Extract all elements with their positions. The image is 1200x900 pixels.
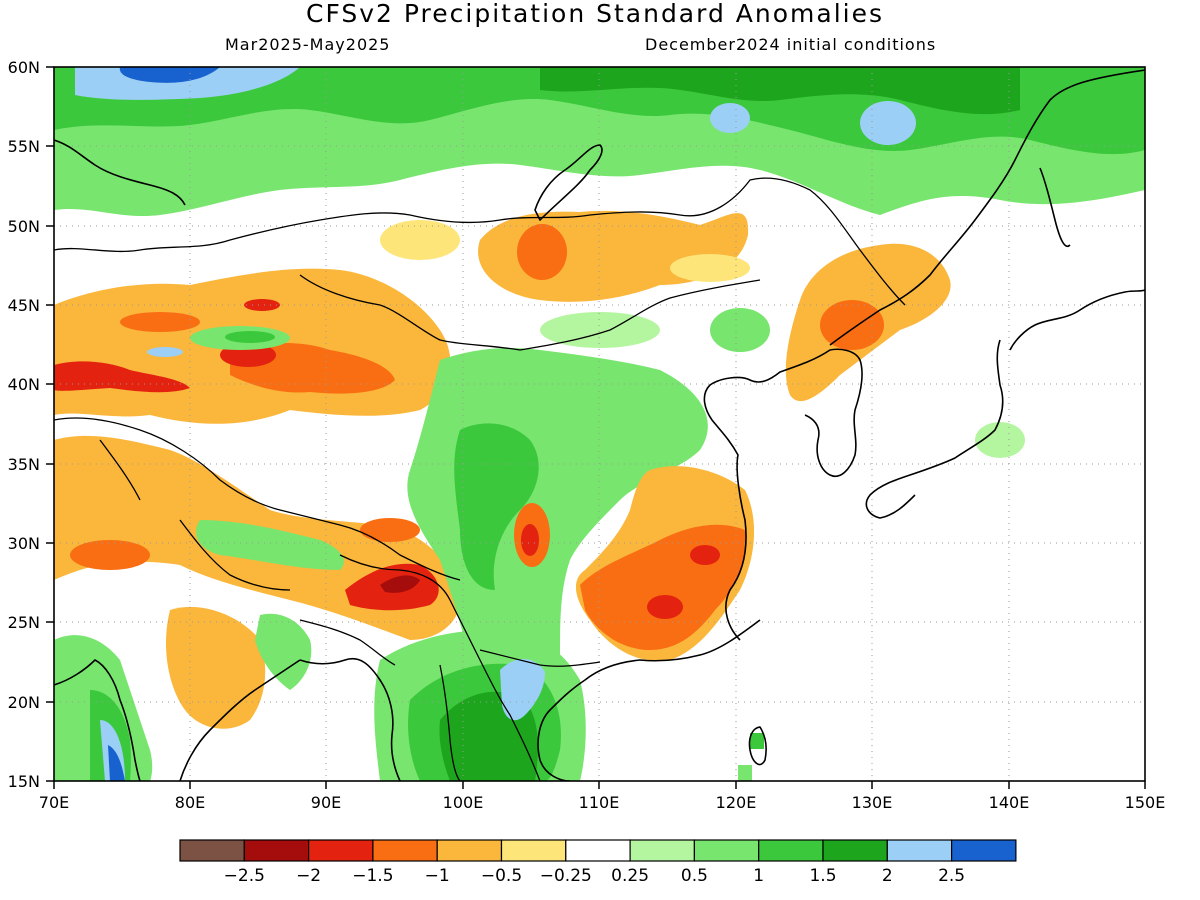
anomaly-kaz-red	[244, 299, 280, 311]
colorbar-label: 0.25	[611, 866, 649, 886]
colorbar-label: −0.5	[481, 866, 522, 886]
anomaly-field	[54, 67, 1145, 781]
colorbar-swatch	[308, 839, 374, 862]
anomaly-kaz-orange	[120, 312, 200, 332]
colorbar-swatch	[629, 839, 695, 862]
colorbar-label: 1	[753, 866, 764, 886]
x-tick-label: 150E	[1125, 793, 1166, 812]
axis-tick-marks	[46, 66, 1146, 789]
colorbar-swatch	[372, 839, 438, 862]
colorbar-swatch	[886, 839, 953, 862]
y-axis-labels: 60N 55N 50N 45N 40N 35N 30N 25N 20N 15N	[8, 58, 40, 791]
anomaly-north-darkest	[540, 67, 1020, 115]
colorbar-swatch	[950, 839, 1017, 862]
anomaly-green-north-china	[540, 312, 660, 348]
x-tick-label: 120E	[716, 793, 757, 812]
anomaly-mongolia-core	[517, 224, 567, 280]
anomaly-pale-north	[380, 220, 460, 260]
anomaly-ne-china-core	[820, 300, 884, 350]
colorbar-labels: −2.5 −2 −1.5 −1 −0.5 −0.25 0.25 0.5 1 1.5 2 2.5	[224, 866, 965, 886]
colorbar-label: −2.5	[224, 866, 265, 886]
anomaly-central-china-wet-core	[454, 423, 539, 590]
anomaly-india-green-b	[255, 613, 312, 690]
anomaly-laos-blue	[500, 658, 545, 721]
forecast-period: Mar2025-May2025	[225, 35, 391, 54]
anomaly-taiwan-green	[750, 733, 764, 749]
y-tick-label: 60N	[8, 58, 40, 77]
colorbar-swatch	[565, 839, 631, 862]
x-tick-label: 130E	[852, 793, 893, 812]
anomaly-kaz-green-core	[225, 331, 275, 343]
colorbar-label: 1.5	[809, 866, 836, 886]
y-tick-label: 30N	[8, 534, 40, 553]
anomaly-nw-dark-blue	[119, 67, 220, 83]
y-tick-label: 55N	[8, 137, 40, 156]
anomaly-tibet-green	[196, 520, 344, 570]
x-tick-label: 110E	[579, 793, 620, 812]
x-tick-label: 90E	[311, 793, 341, 812]
anomaly-tibet-orange-a	[70, 540, 150, 570]
anomaly-kaz-blue	[147, 347, 183, 357]
colorbar-label: 0.5	[681, 866, 708, 886]
colorbar-label: −1.5	[352, 866, 393, 886]
colorbar-swatch	[758, 839, 824, 862]
x-tick-label: 140E	[989, 793, 1030, 812]
colorbar-swatch	[243, 839, 310, 862]
y-tick-label: 15N	[8, 772, 40, 791]
y-tick-label: 45N	[8, 296, 40, 315]
anomaly-se-china-red-b	[690, 545, 720, 565]
colorbar-swatch	[693, 839, 760, 862]
colorbar-label: 2	[882, 866, 893, 886]
y-tick-label: 25N	[8, 613, 40, 632]
anomaly-tibet-orange-b	[360, 518, 420, 542]
anomaly-green-jap	[975, 422, 1025, 458]
anomaly-pale-ne	[670, 254, 750, 282]
colorbar-label: −1	[425, 866, 450, 886]
colorbar-label: 2.5	[938, 866, 965, 886]
colorbar-swatch	[822, 839, 888, 862]
y-tick-label: 50N	[8, 217, 40, 236]
map-title: CFSv2 Precipitation Standard Anomalies	[305, 0, 884, 28]
colorbar-swatch	[179, 839, 245, 862]
y-tick-label: 35N	[8, 455, 40, 474]
y-tick-label: 40N	[8, 375, 40, 394]
x-tick-label: 70E	[39, 793, 69, 812]
anomaly-blue-spot-a	[710, 103, 750, 133]
anomaly-india-central-dry	[165, 606, 266, 729]
anomaly-himalaya-dark	[380, 575, 420, 593]
y-tick-label: 20N	[8, 693, 40, 712]
anomaly-ph-green	[738, 765, 752, 781]
colorbar-label: −0.25	[540, 866, 592, 886]
colorbar	[179, 839, 1017, 862]
colorbar-swatch	[500, 839, 567, 862]
anomaly-india-dark-blue	[108, 745, 125, 781]
national-borders	[54, 177, 906, 781]
colorbar-swatch	[436, 839, 503, 862]
colorbar-label: −2	[296, 866, 321, 886]
anomaly-green-ne	[710, 308, 770, 352]
coastlines	[54, 69, 1145, 781]
anomaly-se-china-red-a	[647, 595, 683, 619]
anomaly-blue-spot-b	[860, 101, 916, 145]
initial-conditions: December2024 initial conditions	[645, 35, 937, 54]
x-tick-label: 100E	[443, 793, 484, 812]
anomaly-sichuan-core	[521, 524, 539, 556]
x-tick-label: 80E	[175, 793, 205, 812]
x-axis-labels: 70E 80E 90E 100E 110E 120E 130E 140E 150…	[39, 793, 1166, 812]
